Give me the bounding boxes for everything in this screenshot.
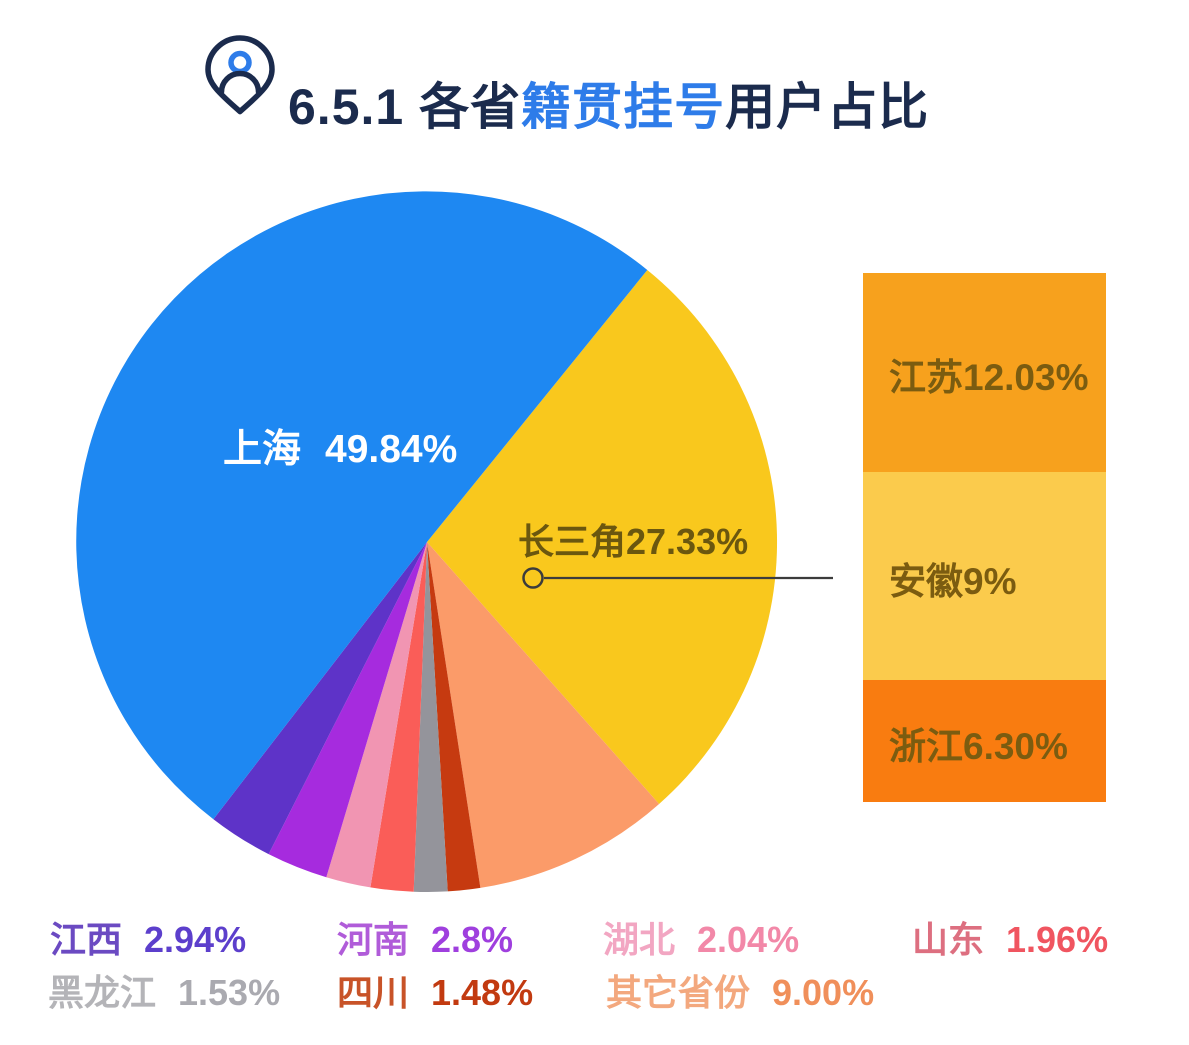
bar-segment-jiangsu: 江苏12.03% [863, 273, 1106, 472]
legend-item-value: 1.48% [431, 972, 534, 1013]
pie-slice-1 [427, 270, 778, 804]
legend-item-name: 湖北 [603, 919, 676, 960]
legend-item-name: 江西 [50, 919, 123, 960]
title-highlight: 籍贯挂号 [521, 78, 726, 135]
legend-item-value: 2.04% [697, 919, 800, 960]
legend-item-value: 2.94% [144, 919, 247, 960]
bar-segment-anhui: 安徽9% [863, 471, 1106, 681]
pie-slice-2 [427, 542, 660, 888]
legend-item-name: 四川 [337, 972, 410, 1013]
location-person-pin-icon [205, 35, 275, 115]
legend-item-hubei: 湖北 2.04% [603, 922, 799, 958]
pie-slice-3 [427, 542, 481, 892]
pie-slice-9 [76, 191, 648, 820]
legend-item-value: 2.8% [431, 919, 514, 960]
slice-label-shanghai-value: 49.84% [325, 428, 458, 471]
bar-segment-zhejiang: 浙江6.30% [863, 680, 1106, 802]
legend-item-name: 河南 [337, 919, 410, 960]
legend-item-other-provinces: 其它省份 9.00% [606, 975, 874, 1011]
slice-label-changsanjiao: 长三角27.33% [518, 521, 749, 562]
legend-item-heilongjiang: 黑龙江 1.53% [48, 975, 280, 1011]
bar-segment-jiangsu-label: 江苏12.03% [889, 356, 1089, 398]
legend-item-sichuan: 四川 1.48% [337, 975, 533, 1011]
legend-item-name: 黑龙江 [48, 972, 157, 1013]
legend-item-value: 1.53% [178, 972, 281, 1013]
slice-label-shanghai-name: 上海 [223, 428, 302, 471]
pie-slice-5 [370, 542, 427, 892]
title-prefix: 6.5.1 各省 [288, 78, 522, 135]
legend-item-henan: 河南 2.8% [337, 922, 513, 958]
pie-slice-8 [213, 542, 427, 855]
breakdown-bar: 江苏12.03% 安徽9% 浙江6.30% [863, 273, 1106, 802]
legend-item-jiangxi: 江西 2.94% [50, 922, 246, 958]
bar-segment-anhui-label: 安徽9% [889, 560, 1017, 602]
bar-segment-zhejiang-label: 浙江6.30% [889, 725, 1068, 767]
callout-dot [522, 567, 544, 589]
legend-item-value: 9.00% [772, 972, 875, 1013]
pie-slice-6 [326, 542, 427, 888]
title-suffix: 用户占比 [725, 78, 930, 135]
chart-title: 6.5.1 各省 籍贯挂号 用户占比 [288, 72, 929, 142]
slice-label-shanghai: 上海 49.84% [223, 430, 457, 469]
legend-item-value: 1.96% [1006, 919, 1109, 960]
pie-slice-4 [413, 542, 448, 892]
legend-item-name: 山东 [912, 919, 985, 960]
legend-item-shandong: 山东 1.96% [912, 922, 1108, 958]
legend-item-name: 其它省份 [606, 972, 751, 1013]
pie-slice-7 [268, 542, 427, 878]
